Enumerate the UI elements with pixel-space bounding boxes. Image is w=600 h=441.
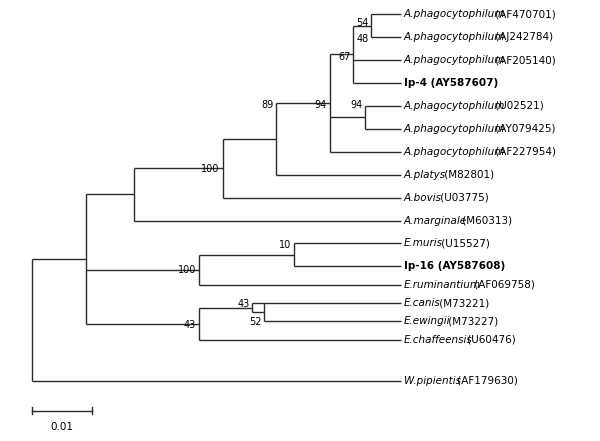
Text: (U03775): (U03775) <box>437 193 489 202</box>
Text: (U15527): (U15527) <box>438 239 490 248</box>
Text: E.ruminantium: E.ruminantium <box>404 280 481 290</box>
Text: 89: 89 <box>261 100 273 110</box>
Text: (AF227954): (AF227954) <box>493 147 556 157</box>
Text: Ip-4 (AY587607): Ip-4 (AY587607) <box>404 78 498 88</box>
Text: A.phagocytophilum: A.phagocytophilum <box>404 147 505 157</box>
Text: A.phagocytophilum: A.phagocytophilum <box>404 9 505 19</box>
Text: (U60476): (U60476) <box>464 335 516 345</box>
Text: 67: 67 <box>338 52 350 62</box>
Text: W.pipientis: W.pipientis <box>404 376 461 386</box>
Text: (M82801): (M82801) <box>441 170 494 179</box>
Text: (AF069758): (AF069758) <box>471 280 535 290</box>
Text: Ip-16 (AY587608): Ip-16 (AY587608) <box>404 262 505 271</box>
Text: (M73227): (M73227) <box>445 316 498 326</box>
Text: 100: 100 <box>202 164 220 174</box>
Text: 94: 94 <box>350 100 362 110</box>
Text: 48: 48 <box>356 34 368 45</box>
Text: E.chaffeensis: E.chaffeensis <box>404 335 473 345</box>
Text: A.marginale: A.marginale <box>404 216 467 225</box>
Text: (M60313): (M60313) <box>459 216 512 225</box>
Text: A.phagocytophilum: A.phagocytophilum <box>404 32 505 42</box>
Text: E.canis: E.canis <box>404 298 441 308</box>
Text: 0.01: 0.01 <box>51 422 74 432</box>
Text: A.phagocytophilum: A.phagocytophilum <box>404 101 505 111</box>
Text: (U02521): (U02521) <box>493 101 544 111</box>
Text: A.platys: A.platys <box>404 170 446 179</box>
Text: (AY079425): (AY079425) <box>493 124 556 134</box>
Text: (M73221): (M73221) <box>436 298 490 308</box>
Text: 94: 94 <box>314 100 327 110</box>
Text: E.ewingii: E.ewingii <box>404 316 451 326</box>
Text: A.phagocytophilum: A.phagocytophilum <box>404 124 505 134</box>
Text: A.bovis: A.bovis <box>404 193 442 202</box>
Text: 10: 10 <box>279 239 291 250</box>
Text: 52: 52 <box>249 318 262 328</box>
Text: 54: 54 <box>356 19 368 28</box>
Text: (AF179630): (AF179630) <box>454 376 518 386</box>
Text: 43: 43 <box>237 299 250 309</box>
Text: A.phagocytophilum: A.phagocytophilum <box>404 55 505 65</box>
Text: (AF205140): (AF205140) <box>493 55 556 65</box>
Text: 100: 100 <box>178 265 196 275</box>
Text: 43: 43 <box>184 320 196 330</box>
Text: (AF470701): (AF470701) <box>493 9 556 19</box>
Text: E.muris: E.muris <box>404 239 443 248</box>
Text: (AJ242784): (AJ242784) <box>493 32 554 42</box>
